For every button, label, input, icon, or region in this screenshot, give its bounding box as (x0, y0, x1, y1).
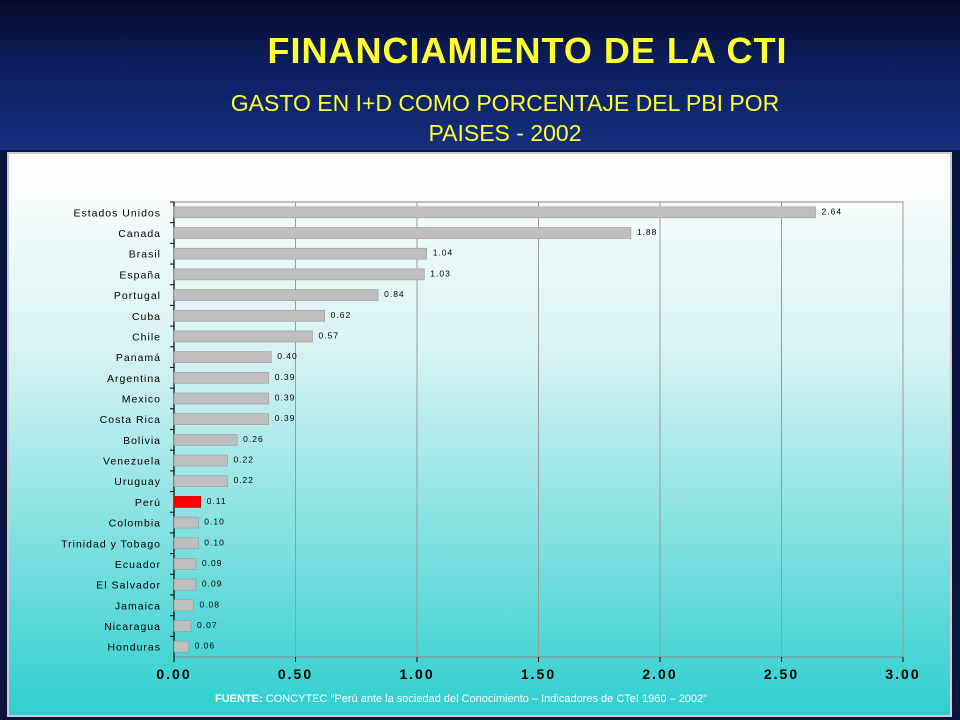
value-label: 0.22 (233, 475, 254, 485)
subtitle-line-2: PAISES - 2002 (428, 120, 582, 146)
source-label: FUENTE: (215, 693, 263, 705)
category-label: Brasil (129, 249, 161, 261)
value-label: 1.03 (430, 268, 451, 278)
category-label: Trinidad y Tobago (61, 538, 161, 550)
value-label: 0.10 (204, 537, 225, 547)
bar (173, 351, 272, 363)
value-label: 1.88 (637, 227, 658, 237)
value-label: 0.11 (207, 496, 227, 506)
value-label: 2.64 (822, 206, 843, 216)
bar (173, 578, 197, 591)
bar (173, 309, 325, 322)
bar (173, 537, 199, 550)
x-tick-label: 2.50 (764, 666, 799, 682)
value-label: 0.09 (202, 558, 223, 568)
bar (173, 289, 379, 301)
bar (173, 330, 313, 343)
value-label: 1.04 (433, 248, 454, 258)
bar (173, 454, 228, 467)
bar (173, 268, 425, 281)
value-label: 0.07 (197, 620, 218, 630)
category-label: Perú (135, 497, 161, 509)
category-label: Jamaica (115, 600, 161, 612)
bar (173, 413, 270, 425)
value-label: 0.10 (204, 517, 225, 527)
value-label: 0.39 (275, 413, 296, 423)
category-label: España (119, 269, 161, 281)
category-label: Argentina (107, 373, 161, 385)
bar (173, 620, 192, 632)
bar (173, 516, 199, 529)
x-tick-label: 1.50 (521, 666, 556, 682)
bar (173, 392, 270, 405)
category-label: Costa Rica (100, 414, 161, 426)
bar (173, 496, 202, 508)
value-label: 0.57 (319, 330, 340, 340)
category-label: Portugal (114, 290, 161, 302)
x-tick-label: 0.50 (278, 666, 313, 682)
category-label: Uruguay (114, 476, 161, 488)
bar (173, 247, 428, 260)
category-label: Estados Unidos (73, 207, 161, 219)
category-label: Canada (118, 228, 161, 240)
value-label: 0.22 (233, 455, 254, 465)
x-tick-label: 1.00 (399, 666, 434, 682)
chart-panel (7, 152, 952, 717)
category-label: Ecuador (115, 559, 161, 571)
category-label: Cuba (132, 311, 161, 323)
value-label: 0.09 (202, 579, 223, 589)
category-label: Chile (132, 331, 161, 343)
subtitle-line-1: GASTO EN I+D COMO PORCENTAJE DEL PBI POR (230, 90, 780, 116)
bar (173, 475, 228, 488)
value-label: 0.08 (199, 599, 220, 609)
bar (173, 206, 816, 219)
x-tick-label: 0.00 (156, 666, 191, 682)
bar (173, 434, 238, 446)
category-label: Bolivia (123, 435, 161, 447)
value-label: 0.39 (275, 372, 296, 382)
value-label: 0.06 (195, 641, 216, 651)
value-label: 0.62 (331, 310, 352, 320)
value-label: 0.26 (243, 434, 264, 444)
source-text: CONCYTEC "Perú ante la sociedad del Cono… (262, 693, 708, 705)
category-label: Honduras (107, 642, 161, 654)
x-tick-label: 2.00 (642, 666, 677, 682)
source-note: FUENTE: CONCYTEC "Perú ante la sociedad … (215, 693, 707, 705)
category-label: El Salvador (96, 580, 161, 592)
bar (173, 640, 189, 653)
header-band: FINANCIAMIENTO DE LA CTI GASTO EN I+D CO… (0, 0, 960, 150)
page-title: FINANCIAMIENTO DE LA CTI (267, 30, 788, 71)
bar (173, 558, 197, 570)
category-label: Mexico (122, 393, 161, 405)
category-label: Panamá (116, 352, 161, 364)
chart-subtitle: GASTO EN I+D COMO PORCENTAJE DEL PBI POR… (150, 88, 860, 148)
value-label: 0.84 (384, 289, 405, 299)
category-label: Nicaragua (104, 621, 161, 633)
value-label: 0.40 (277, 351, 298, 361)
category-label: Colombia (109, 518, 161, 530)
bar (173, 227, 632, 239)
x-tick-label: 3.00 (885, 666, 920, 682)
value-label: 0.39 (275, 392, 296, 402)
category-label: Venezuela (103, 456, 161, 468)
bar (173, 599, 194, 612)
bar (173, 371, 270, 384)
